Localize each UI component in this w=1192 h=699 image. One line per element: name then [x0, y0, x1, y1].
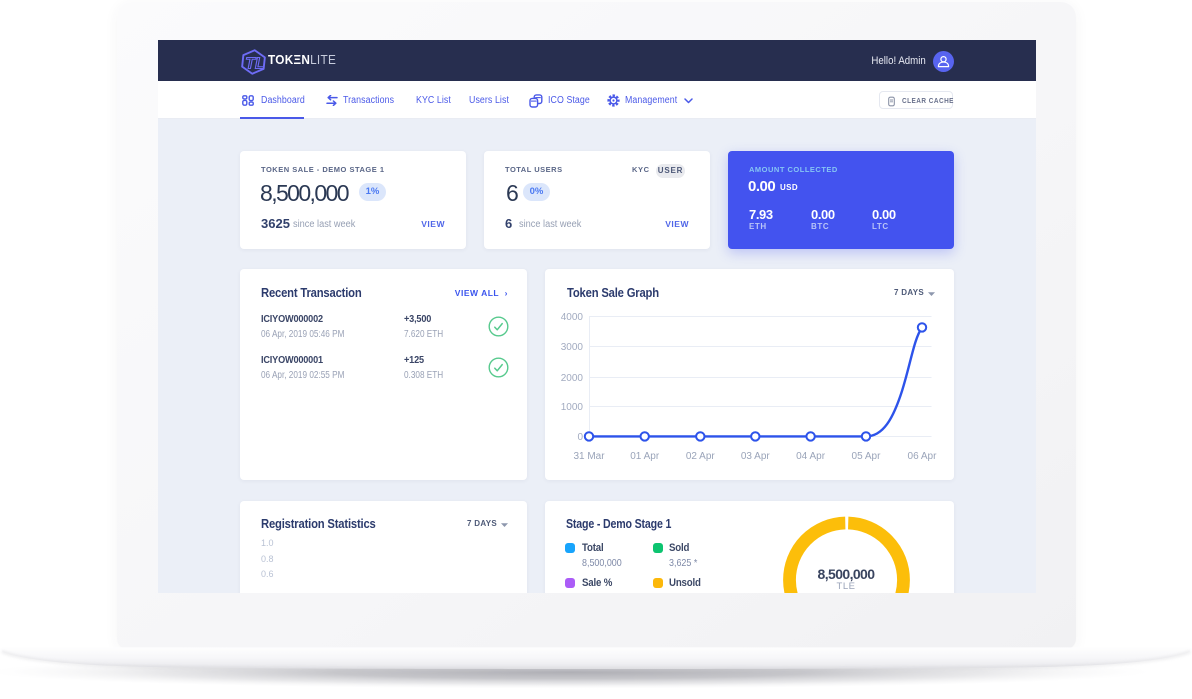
svg-text:01 Apr: 01 Apr [630, 451, 660, 462]
svg-text:0: 0 [577, 432, 583, 443]
svg-text:06 Apr: 06 Apr [908, 451, 938, 462]
svg-text:03 Apr: 03 Apr [741, 451, 771, 462]
svg-text:1000: 1000 [561, 402, 584, 413]
svg-text:TL: TL [245, 56, 265, 73]
svg-text:4000: 4000 [561, 312, 584, 323]
svg-text:02 Apr: 02 Apr [686, 451, 716, 462]
svg-text:04 Apr: 04 Apr [796, 451, 826, 462]
svg-text:31 Mar: 31 Mar [573, 451, 605, 462]
svg-text:3000: 3000 [561, 342, 584, 353]
svg-text:05 Apr: 05 Apr [852, 451, 882, 462]
svg-text:2000: 2000 [561, 373, 584, 384]
